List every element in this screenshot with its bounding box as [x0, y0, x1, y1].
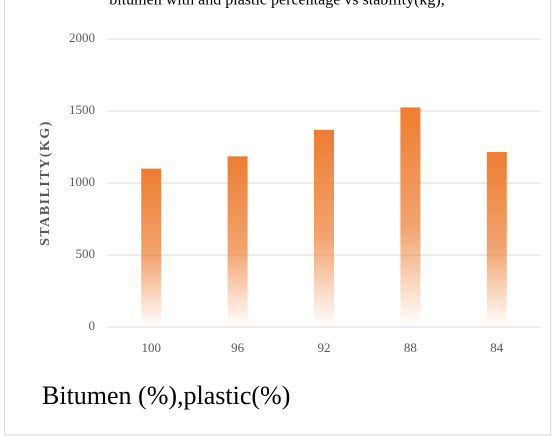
chart-border: [4, 0, 551, 436]
y-axis-title: STABILITY(KG): [38, 120, 53, 246]
bar: [486, 152, 507, 327]
x-tick-label: 100: [141, 340, 161, 355]
y-tick-label: 2000: [69, 30, 95, 45]
bar: [314, 129, 334, 327]
y-tick-label: 0: [89, 318, 96, 333]
y-tick-label: 500: [76, 246, 96, 261]
bar: [400, 107, 421, 328]
y-tick-label: 1000: [69, 174, 95, 189]
bar: [227, 156, 248, 327]
x-axis-title: Bitumen (%),plastic(%): [42, 381, 290, 410]
chart-title: bitumen with and plastic percentage vs s…: [109, 0, 444, 9]
x-tick-label: 88: [404, 340, 417, 355]
bar: [141, 168, 162, 327]
x-tick-label: 96: [231, 340, 245, 355]
y-tick-label: 1500: [69, 102, 95, 117]
x-tick-label: 84: [490, 340, 504, 355]
x-tick-label: 92: [318, 340, 331, 355]
